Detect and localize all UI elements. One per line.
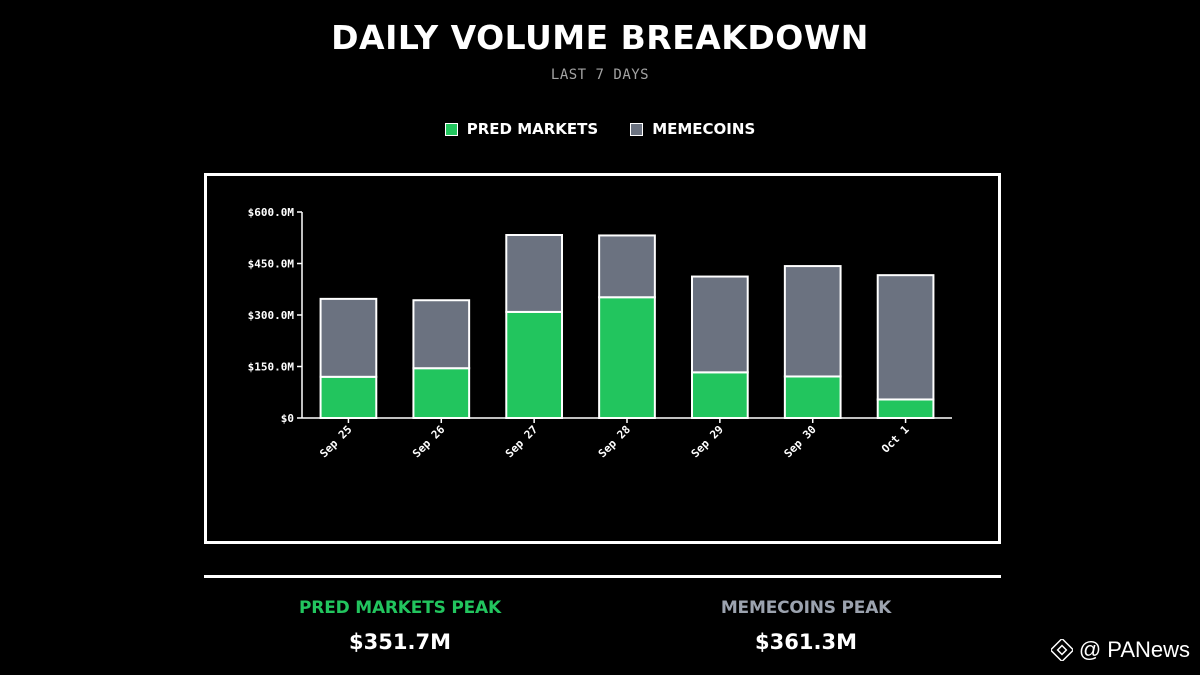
- x-tick-label: Sep 29: [689, 423, 726, 460]
- bar-pred-markets: [412, 367, 471, 420]
- pred-markets-peak: PRED MARKETS PEAK $351.7M: [200, 598, 600, 654]
- binance-diamond-icon: [1050, 639, 1073, 661]
- bar-pred-markets: [598, 296, 656, 419]
- bar-memecoins: [876, 274, 935, 401]
- y-tick-label: $450.0M: [248, 258, 295, 271]
- bar-memecoins: [412, 299, 471, 370]
- bar-memecoins: [691, 275, 749, 374]
- watermark-text: @ PANews: [1078, 637, 1190, 662]
- legend-item-pred-markets: PRED MARKETS: [444, 120, 599, 138]
- memecoins-peak-value: $361.3M: [755, 630, 857, 654]
- legend-item-memecoins: MEMECOINS: [630, 120, 755, 138]
- y-tick-label: $300.0M: [248, 309, 295, 322]
- legend-label-pred-markets: PRED MARKETS: [466, 120, 599, 138]
- chart-subtitle: LAST 7 DAYS: [550, 67, 650, 83]
- summary-divider: [204, 575, 1001, 578]
- chart-frame: [204, 173, 1001, 544]
- memecoins-peak-label: MEMECOINS PEAK: [720, 598, 892, 618]
- bar-pred-markets: [691, 371, 749, 420]
- legend: PRED MARKETS MEMECOINS: [0, 120, 1200, 138]
- bar-memecoins: [505, 234, 563, 313]
- legend-swatch-memecoins: [630, 122, 644, 136]
- y-tick-label: $600.0M: [248, 206, 295, 219]
- x-tick-label: Sep 26: [410, 423, 448, 461]
- x-tick-label: Sep 25: [317, 423, 354, 460]
- bar-pred-markets: [783, 375, 842, 419]
- bar-pred-markets: [505, 310, 563, 419]
- y-tick-label: $150.0M: [248, 361, 295, 374]
- memecoins-peak: MEMECOINS PEAK $361.3M: [606, 598, 1006, 654]
- x-tick-label: Sep 28: [596, 423, 633, 460]
- bar-pred-markets: [876, 398, 935, 419]
- x-tick-label: Sep 30: [782, 423, 819, 460]
- chart-title: DAILY VOLUME BREAKDOWN: [331, 18, 869, 57]
- bar-memecoins: [598, 234, 656, 299]
- pred-markets-peak-label: PRED MARKETS PEAK: [299, 598, 501, 618]
- watermark: @ PANews: [1050, 637, 1190, 663]
- pred-markets-peak-value: $351.7M: [349, 630, 451, 654]
- bar-memecoins: [319, 297, 378, 378]
- bar-pred-markets: [319, 375, 378, 419]
- y-tick-label: $0: [281, 412, 294, 425]
- legend-swatch-pred-markets: [444, 122, 458, 136]
- legend-label-memecoins: MEMECOINS: [652, 120, 756, 138]
- x-tick-label: Oct 1: [879, 423, 912, 456]
- x-tick-label: Sep 27: [503, 423, 540, 460]
- bar-memecoins: [783, 265, 842, 378]
